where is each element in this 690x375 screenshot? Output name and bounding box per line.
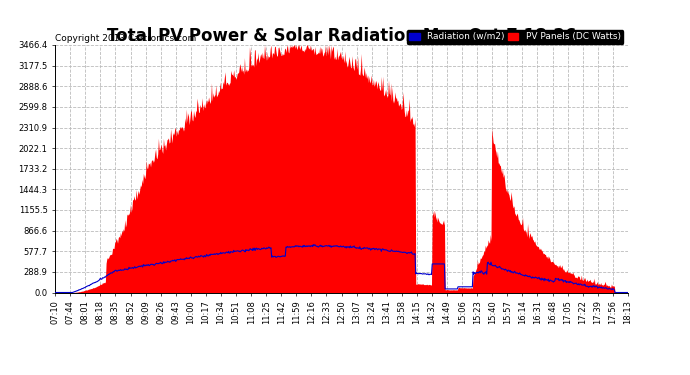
Text: Copyright 2013 Cartronics.com: Copyright 2013 Cartronics.com: [55, 33, 197, 42]
Legend: Radiation (w/m2), PV Panels (DC Watts): Radiation (w/m2), PV Panels (DC Watts): [406, 30, 623, 44]
Title: Total PV Power & Solar Radiation Mon Oct 7 18:26: Total PV Power & Solar Radiation Mon Oct…: [107, 27, 576, 45]
